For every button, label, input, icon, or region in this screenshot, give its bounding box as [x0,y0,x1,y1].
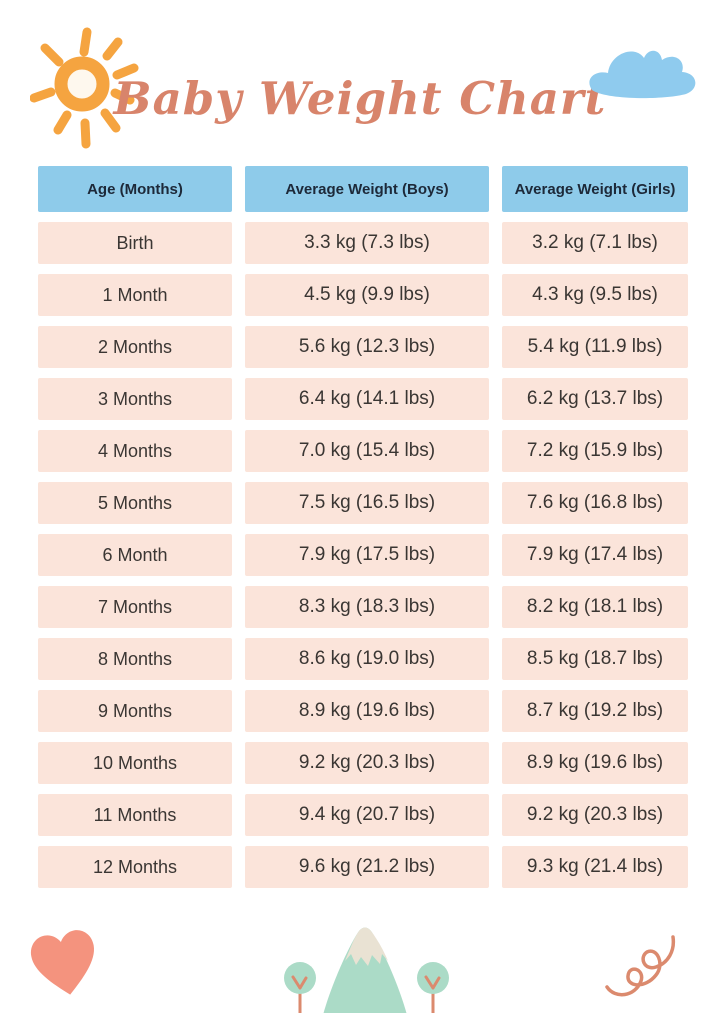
table-row: 3 Months 6.4 kg (14.1 lbs) 6.2 kg (13.7 lb… [38,378,688,420]
boys-weight-cell: 7.5 kg (16.5 lbs) [245,482,489,524]
age-cell: 1 Month [38,274,232,316]
mountain-icon [284,927,449,1013]
age-cell: 9 Months [38,690,232,732]
girls-weight-cell: 8.2 kg (18.1 lbs) [502,586,688,628]
cloud-icon [589,50,696,99]
table-row: 12 Months 9.6 kg (21.2 lbs) 9.3 kg (21.4 l… [38,846,688,888]
sun-icon [30,27,139,149]
table-header-row: Age (Months) Average Weight (Boys) Avera… [38,166,688,212]
age-cell: 2 Months [38,326,232,368]
table-row: 1 Month 4.5 kg (9.9 lbs) 4.3 kg (9.5 lbs) [38,274,688,316]
col-header-boys: Average Weight (Boys) [245,166,489,212]
table-row: 4 Months 7.0 kg (15.4 lbs) 7.2 kg (15.9 lb… [38,430,688,472]
tree-icon [417,962,449,1013]
table-row: 2 Months 5.6 kg (12.3 lbs) 5.4 kg (11.9 lb… [38,326,688,368]
girls-weight-cell: 4.3 kg (9.5 lbs) [502,274,688,316]
age-cell: 11 Months [38,794,232,836]
boys-weight-cell: 6.4 kg (14.1 lbs) [245,378,489,420]
boys-weight-cell: 3.3 kg (7.3 lbs) [245,222,489,264]
age-cell: 4 Months [38,430,232,472]
age-cell: 7 Months [38,586,232,628]
table-row: 11 Months 9.4 kg (20.7 lbs) 9.2 kg (20.3 l… [38,794,688,836]
girls-weight-cell: 7.6 kg (16.8 lbs) [502,482,688,524]
col-header-age: Age (Months) [38,166,232,212]
table-row: 10 Months 9.2 kg (20.3 lbs) 8.9 kg (19.6 l… [38,742,688,784]
age-cell: 8 Months [38,638,232,680]
boys-weight-cell: 8.3 kg (18.3 lbs) [245,586,489,628]
girls-weight-cell: 3.2 kg (7.1 lbs) [502,222,688,264]
girls-weight-cell: 8.5 kg (18.7 lbs) [502,638,688,680]
col-header-girls: Average Weight (Girls) [502,166,688,212]
table-row: Birth 3.3 kg (7.3 lbs) 3.2 kg (7.1 lbs) [38,222,688,264]
age-cell: 12 Months [38,846,232,888]
boys-weight-cell: 9.2 kg (20.3 lbs) [245,742,489,784]
boys-weight-cell: 9.4 kg (20.7 lbs) [245,794,489,836]
heart-icon [30,930,94,995]
girls-weight-cell: 8.9 kg (19.6 lbs) [502,742,688,784]
girls-weight-cell: 7.9 kg (17.4 lbs) [502,534,688,576]
boys-weight-cell: 7.9 kg (17.5 lbs) [245,534,489,576]
age-cell: 3 Months [38,378,232,420]
weight-table: Age (Months) Average Weight (Boys) Avera… [25,156,701,898]
table-row: 7 Months 8.3 kg (18.3 lbs) 8.2 kg (18.1 lb… [38,586,688,628]
tree-icon [284,962,316,1013]
boys-weight-cell: 4.5 kg (9.9 lbs) [245,274,489,316]
boys-weight-cell: 5.6 kg (12.3 lbs) [245,326,489,368]
squiggle-icon [605,935,676,997]
boys-weight-cell: 8.6 kg (19.0 lbs) [245,638,489,680]
boys-weight-cell: 7.0 kg (15.4 lbs) [245,430,489,472]
girls-weight-cell: 9.3 kg (21.4 lbs) [502,846,688,888]
table-row: 8 Months 8.6 kg (19.0 lbs) 8.5 kg (18.7 lb… [38,638,688,680]
age-cell: Birth [38,222,232,264]
girls-weight-cell: 5.4 kg (11.9 lbs) [502,326,688,368]
table-row: 9 Months 8.9 kg (19.6 lbs) 8.7 kg (19.2 lb… [38,690,688,732]
girls-weight-cell: 9.2 kg (20.3 lbs) [502,794,688,836]
boys-weight-cell: 9.6 kg (21.2 lbs) [245,846,489,888]
girls-weight-cell: 8.7 kg (19.2 lbs) [502,690,688,732]
age-cell: 10 Months [38,742,232,784]
girls-weight-cell: 7.2 kg (15.9 lbs) [502,430,688,472]
page-title: Baby Weight Chart [113,72,607,125]
age-cell: 6 Month [38,534,232,576]
girls-weight-cell: 6.2 kg (13.7 lbs) [502,378,688,420]
boys-weight-cell: 8.9 kg (19.6 lbs) [245,690,489,732]
age-cell: 5 Months [38,482,232,524]
table-row: 5 Months 7.5 kg (16.5 lbs) 7.6 kg (16.8 lb… [38,482,688,524]
table-row: 6 Month 7.9 kg (17.5 lbs) 7.9 kg (17.4 lbs… [38,534,688,576]
